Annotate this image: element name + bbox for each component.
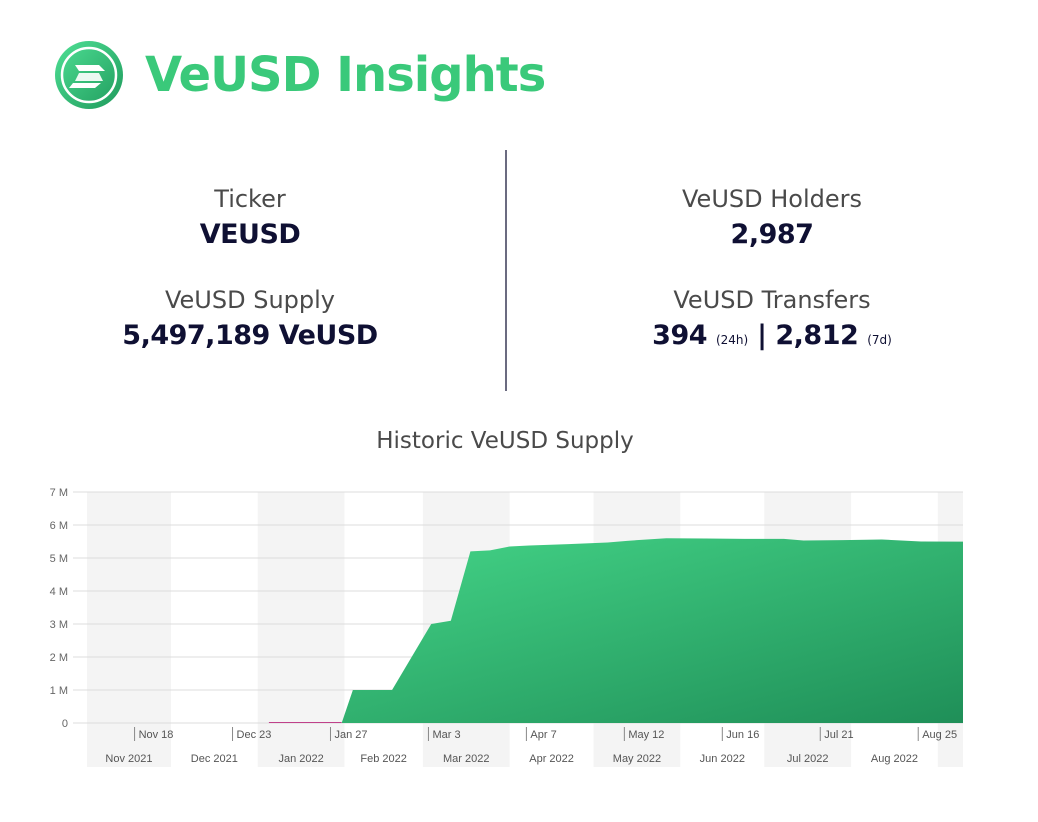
ticker-label: Ticker: [214, 185, 286, 213]
y-tick-label: 0: [62, 718, 68, 730]
y-tick-label: 4 M: [50, 586, 68, 598]
transfers-value: 394 (24h) | 2,812 (7d): [622, 320, 922, 351]
week-tick-label: Jan 27: [334, 729, 367, 741]
month-tick-label: Feb 2022: [360, 753, 406, 765]
month-tick-label: Nov 2021: [105, 753, 152, 765]
veusd-logo-icon: [55, 41, 123, 109]
transfers-separator: |: [757, 320, 767, 351]
brand-title: VeUSD Insights: [145, 47, 546, 103]
holders-value: 2,987: [730, 219, 814, 250]
month-tick-label: Jun 2022: [700, 753, 745, 765]
stats-divider: [505, 150, 507, 391]
week-tick-label: Jul 21: [824, 729, 853, 741]
chart-title: Historic VeUSD Supply: [376, 428, 634, 454]
supply-value: 5,497,189 VeUSD: [122, 320, 378, 351]
month-tick-label: Dec 2021: [191, 753, 238, 765]
week-tick-label: Aug 25: [922, 729, 957, 741]
y-tick-label: 1 M: [50, 685, 68, 697]
month-tick-label: Jul 2022: [787, 753, 829, 765]
y-tick-label: 5 M: [50, 553, 68, 565]
supply-label: VeUSD Supply: [164, 286, 335, 314]
supply-stat: VeUSD Supply 5,497,189 VeUSD: [100, 286, 400, 351]
week-tick-label: May 12: [628, 729, 664, 741]
month-tick-label: Jan 2022: [278, 753, 323, 765]
month-tick-label: Mar 2022: [443, 753, 489, 765]
y-tick-label: 7 M: [50, 487, 68, 499]
y-tick-label: 6 M: [50, 520, 68, 532]
month-tick-label: Aug 2022: [871, 753, 918, 765]
week-tick-label: Dec 23: [237, 729, 272, 741]
transfers-7d-value: 2,812: [775, 320, 859, 351]
month-band: [257, 492, 345, 767]
transfers-24h-suffix: (24h): [715, 333, 749, 347]
transfers-stat: VeUSD Transfers 394 (24h) | 2,812 (7d): [622, 286, 922, 351]
transfers-7d-suffix: (7d): [867, 333, 892, 347]
week-tick-label: Jun 16: [726, 729, 759, 741]
y-tick-label: 3 M: [50, 619, 68, 631]
holders-label: VeUSD Holders: [682, 185, 862, 213]
month-band: [86, 492, 171, 767]
ticker-value: VEUSD: [199, 219, 301, 250]
month-tick-label: Apr 2022: [529, 753, 574, 765]
brand-header: VeUSD Insights: [55, 40, 546, 110]
y-tick-label: 2 M: [50, 652, 68, 664]
week-tick-label: Nov 18: [139, 729, 174, 741]
week-tick-label: Mar 3: [432, 729, 460, 741]
holders-stat: VeUSD Holders 2,987: [622, 185, 922, 250]
transfers-24h-value: 394: [652, 320, 708, 351]
ticker-stat: Ticker VEUSD: [100, 185, 400, 250]
week-tick-label: Apr 7: [530, 729, 556, 741]
transfers-label: VeUSD Transfers: [673, 286, 871, 314]
supply-area: [268, 538, 963, 723]
month-tick-label: May 2022: [613, 753, 661, 765]
